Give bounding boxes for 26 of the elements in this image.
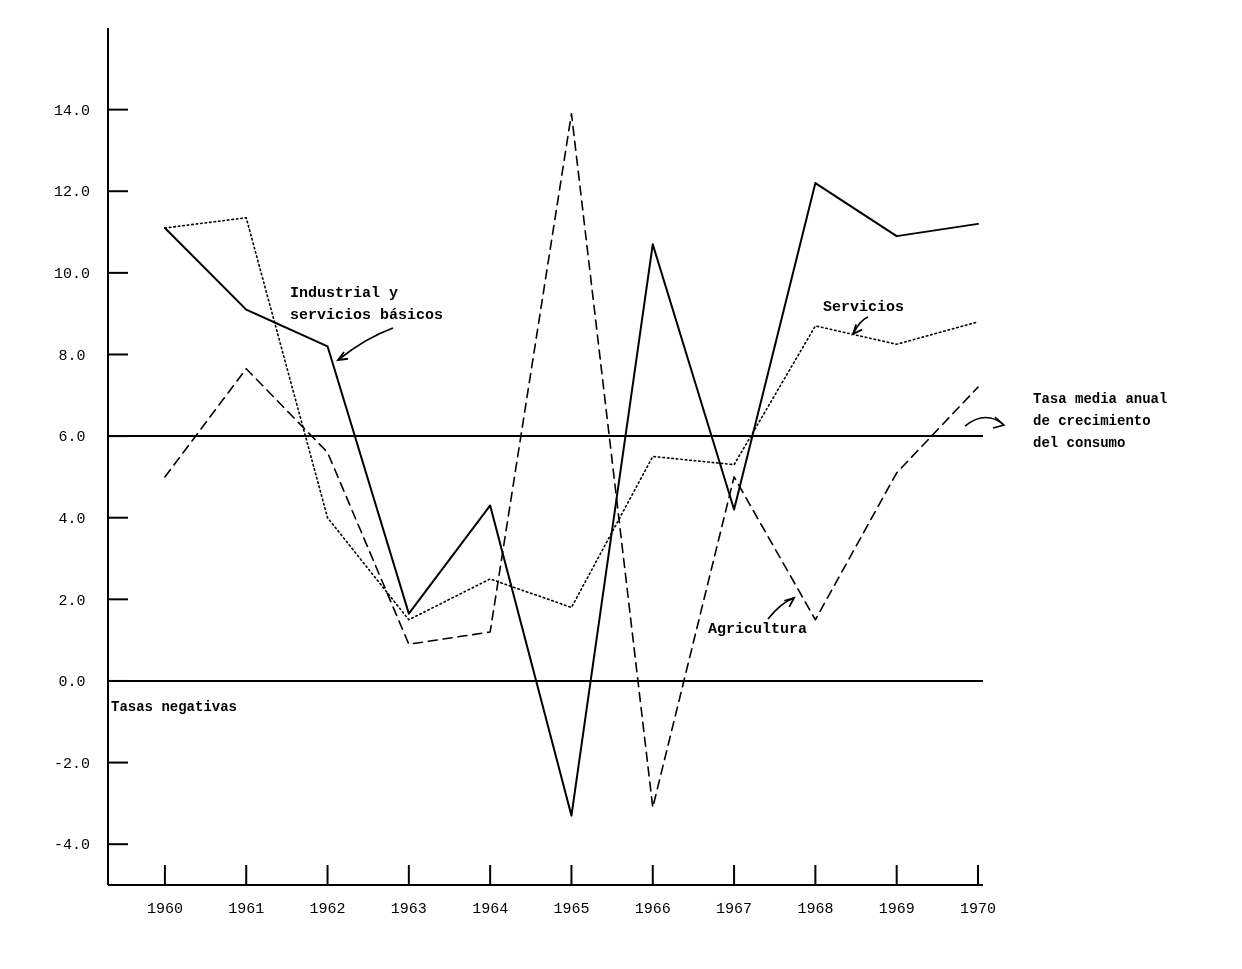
x-tick-label: 1960 bbox=[146, 901, 183, 918]
ref-line-label: Tasas negativas bbox=[111, 698, 238, 715]
x-tick-label: 1963 bbox=[390, 901, 427, 918]
y-tick-label: 12.0 bbox=[53, 184, 91, 202]
x-tick-label: 1967 bbox=[716, 901, 753, 918]
series-label: Industrial y servicios básicos bbox=[290, 285, 444, 324]
y-tick-label: -4.0 bbox=[53, 837, 91, 855]
x-tick-label: 1970 bbox=[959, 901, 997, 918]
y-tick-label: 10.0 bbox=[53, 266, 91, 284]
y-tick-label: 2.0 bbox=[58, 592, 86, 610]
x-tick-label: 1965 bbox=[553, 901, 590, 918]
x-tick-label: 1964 bbox=[472, 901, 509, 918]
y-tick-label: 6.0 bbox=[58, 429, 86, 447]
x-tick-label: 1962 bbox=[309, 901, 346, 918]
y-tick-label: 14.0 bbox=[53, 102, 91, 120]
x-tick-label: 1961 bbox=[228, 901, 265, 918]
y-tick-label: 0.0 bbox=[58, 674, 86, 692]
y-tick-label: 8.0 bbox=[58, 347, 86, 365]
x-tick-label: 1968 bbox=[797, 901, 834, 918]
y-tick-label: -2.0 bbox=[53, 755, 91, 773]
series-label: Servicios bbox=[823, 299, 905, 316]
x-tick-label: 1966 bbox=[634, 901, 671, 918]
x-tick-label: 1969 bbox=[878, 901, 915, 918]
y-tick-label: 4.0 bbox=[58, 510, 86, 528]
legend-label: Tasa media anual de crecimiento del consumo bbox=[1033, 391, 1168, 452]
series-label: Agricultura bbox=[708, 621, 808, 638]
